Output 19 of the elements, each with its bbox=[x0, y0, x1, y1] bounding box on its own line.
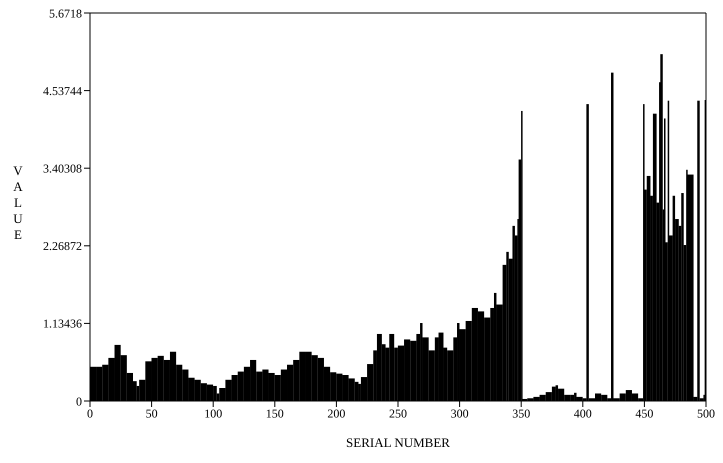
x-tick-label: 350 bbox=[512, 406, 530, 421]
x-tick-label: 200 bbox=[327, 406, 346, 421]
y-tick-label: 4.53744 bbox=[43, 84, 82, 98]
x-tick-label: 300 bbox=[450, 406, 469, 421]
y-tick-label: 0 bbox=[76, 394, 82, 408]
y-tick-label: 3.40308 bbox=[43, 161, 82, 176]
x-tick-label: 0 bbox=[87, 406, 93, 421]
x-tick-label: 100 bbox=[204, 406, 222, 421]
x-axis-title: SERIAL NUMBER bbox=[346, 435, 450, 450]
x-tick-label: 400 bbox=[574, 406, 592, 421]
x-tick-label: 500 bbox=[697, 406, 715, 421]
x-tick-label: 250 bbox=[389, 406, 407, 421]
y-tick-label: 5.6718 bbox=[49, 6, 82, 20]
x-tick-label: 50 bbox=[146, 406, 158, 421]
y-axis-title: VALUE bbox=[13, 163, 24, 242]
y-tick-label: 1.13436 bbox=[43, 316, 82, 331]
x-tick-label: 150 bbox=[266, 406, 284, 421]
x-tick-label: 450 bbox=[635, 406, 654, 421]
y-tick-label: 2.26872 bbox=[43, 239, 82, 254]
